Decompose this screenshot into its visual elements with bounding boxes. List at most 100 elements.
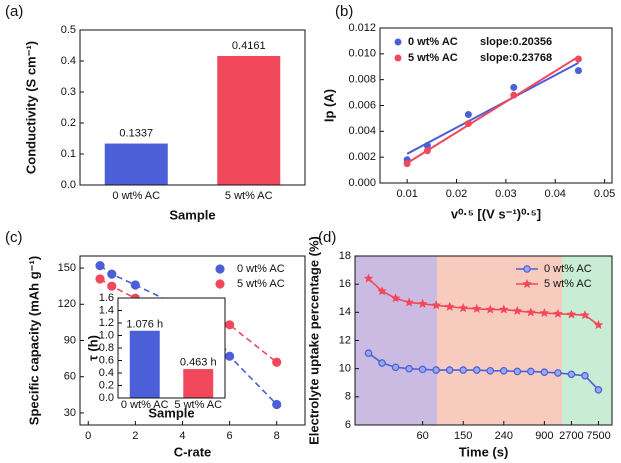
fit-line xyxy=(406,55,579,164)
marker xyxy=(363,273,374,283)
x-tick-label: 0.04 xyxy=(545,188,566,200)
marker xyxy=(107,281,117,291)
y-tick-label: 0.3 xyxy=(61,86,76,98)
y-axis-label: Specific capacity (mAh g⁻¹) xyxy=(26,256,41,425)
value-label: 0.1337 xyxy=(119,128,153,140)
y-tick-label: 14 xyxy=(339,306,351,318)
marker xyxy=(391,363,400,372)
marker xyxy=(553,308,563,318)
marker xyxy=(540,368,549,376)
y-axis-label: Ip (A) xyxy=(321,89,336,122)
marker xyxy=(364,349,373,357)
marker xyxy=(458,303,468,313)
legend-label: 5 wt% AC xyxy=(544,278,592,290)
y-tick-label: 1.6 xyxy=(99,292,114,304)
point xyxy=(510,91,518,99)
marker xyxy=(445,366,454,374)
marker xyxy=(472,366,481,374)
x-tick-label: 0.03 xyxy=(495,188,516,200)
legend-marker xyxy=(522,279,532,289)
marker xyxy=(225,320,235,330)
y-tick-label: 16 xyxy=(339,278,351,290)
y-axis-label: Electrolyte uptake percentage (%) xyxy=(306,236,321,445)
plot-frame xyxy=(117,297,226,399)
marker xyxy=(527,367,535,376)
value-label: 1.076 h xyxy=(126,318,163,330)
marker xyxy=(580,310,590,320)
phase-region xyxy=(437,256,562,425)
marker xyxy=(432,366,440,374)
marker xyxy=(526,307,536,317)
x-axis-label: Sample xyxy=(148,405,194,420)
x-tick-label: 60 xyxy=(417,430,429,442)
y-tick-label: 0.6 xyxy=(99,354,114,366)
slope-annotation: slope:0.23768 xyxy=(480,52,552,64)
marker xyxy=(499,304,509,314)
x-tick-label: 900 xyxy=(535,430,553,442)
y-tick-label: 60 xyxy=(64,371,76,383)
marker xyxy=(417,298,428,308)
legend-marker xyxy=(394,38,402,46)
marker xyxy=(272,399,282,410)
point xyxy=(574,55,582,63)
y-tick-label: 1.0 xyxy=(99,329,114,341)
point xyxy=(574,67,582,75)
y-tick-label: 0.010 xyxy=(348,48,376,60)
bar xyxy=(217,56,281,185)
y-tick-label: 30 xyxy=(64,407,76,419)
x-tick-label: 5 wt% AC xyxy=(174,399,222,411)
y-tick-label: 90 xyxy=(64,334,76,346)
point xyxy=(464,111,472,119)
y-tick-label: 0.0 xyxy=(99,392,114,404)
x-tick-label: 0.05 xyxy=(594,188,615,200)
plot-frame xyxy=(79,255,306,426)
y-tick-label: 12 xyxy=(339,334,351,346)
y-tick-label: 0.0 xyxy=(61,179,76,191)
y-tick-label: 0.4 xyxy=(99,367,114,379)
value-label: 0.4161 xyxy=(232,40,266,52)
y-tick-label: 0.8 xyxy=(99,342,114,354)
marker xyxy=(567,370,576,379)
x-axis-label: Time (s) xyxy=(459,444,509,459)
legend-label: 5 wt% AC xyxy=(237,278,285,290)
marker xyxy=(418,365,427,374)
marker xyxy=(431,300,441,310)
marker xyxy=(512,305,523,315)
bar xyxy=(104,143,168,185)
y-axis-label: Conductivity (S cm⁻¹) xyxy=(23,41,38,174)
x-tick-label: 240 xyxy=(495,430,513,442)
marker xyxy=(444,301,455,311)
marker xyxy=(95,261,105,271)
y-tick-label: 0.5 xyxy=(61,24,76,36)
marker xyxy=(554,369,562,377)
panel-label: (a) xyxy=(5,3,23,20)
marker xyxy=(459,366,468,374)
marker xyxy=(377,286,387,296)
marker xyxy=(95,274,105,284)
marker xyxy=(378,359,386,367)
x-tick-label: 4 xyxy=(179,430,185,442)
x-tick-label: 0.02 xyxy=(446,188,467,200)
x-tick-label: 6 xyxy=(227,430,233,442)
y-tick-label: 8 xyxy=(345,391,351,403)
point xyxy=(464,120,472,128)
marker xyxy=(513,367,522,376)
x-tick-label: 8 xyxy=(274,430,280,442)
marker xyxy=(485,304,496,314)
x-axis-label: v⁰·⁵ [(V s⁻¹)⁰·⁵] xyxy=(451,206,541,221)
y-tick-label: 120 xyxy=(58,298,76,310)
marker xyxy=(499,366,508,375)
y-tick-label: 10 xyxy=(339,363,351,375)
x-tick-label: 0 wt% AC xyxy=(112,190,160,202)
legend-marker xyxy=(215,279,225,289)
y-tick-label: 0.2 xyxy=(99,379,114,391)
y-tick-label: 0.004 xyxy=(348,125,376,137)
slope-annotation: slope:0.20356 xyxy=(480,36,552,48)
y-tick-label: 6 xyxy=(345,419,351,431)
marker xyxy=(581,371,589,380)
x-axis-label: C-rate xyxy=(174,444,212,459)
y-tick-label: 0.008 xyxy=(348,74,376,86)
y-tick-label: 0.006 xyxy=(348,99,376,111)
y-tick-label: 0.012 xyxy=(348,22,376,34)
bar xyxy=(129,330,160,398)
